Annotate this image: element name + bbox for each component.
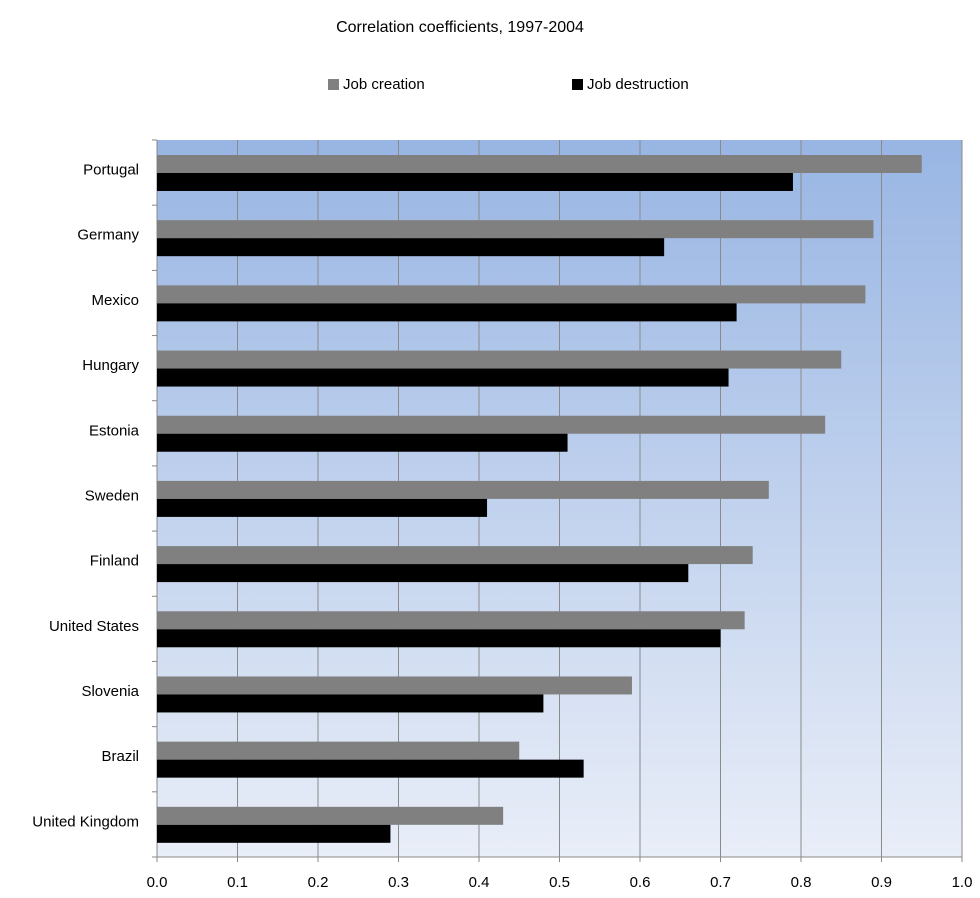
bar [157,759,584,778]
bar [157,611,745,630]
bar [157,824,391,843]
bar [157,806,504,825]
bar [157,629,721,648]
bar [157,498,488,517]
bar [157,350,842,369]
bar [157,741,520,760]
y-tick-label: Germany [77,227,139,244]
y-tick-label: Sweden [85,487,139,504]
x-tick-label: 0.7 [710,874,731,891]
bar [157,676,632,695]
y-tick-label: Hungary [82,357,139,374]
bar [157,415,826,434]
legend-swatch [572,79,583,90]
x-tick-label: 0.9 [871,874,892,891]
bar [157,433,568,452]
x-tick-label: 0.0 [147,874,168,891]
y-tick-label: Portugal [83,162,139,179]
y-tick-label: Finland [90,553,139,570]
legend-label: Job destruction [587,76,689,93]
x-tick-label: 0.5 [549,874,570,891]
x-tick-label: 0.1 [227,874,248,891]
x-tick-label: 0.8 [791,874,812,891]
y-tick-label: United Kingdom [32,813,139,830]
bar [157,546,753,565]
bar [157,303,737,322]
chart-title: Correlation coefficients, 1997-2004 [336,19,584,36]
bar [157,480,769,499]
y-tick-label: Slovenia [81,683,139,700]
y-tick-label: Mexico [91,292,139,309]
bar [157,285,866,304]
x-tick-label: 0.3 [388,874,409,891]
x-tick-label: 0.6 [630,874,651,891]
y-tick-label: Brazil [101,748,139,765]
legend-label: Job creation [343,76,425,93]
x-tick-label: 0.4 [469,874,490,891]
bar [157,368,729,387]
y-tick-label: United States [49,618,139,635]
bar [157,173,793,191]
bar [157,238,665,257]
bar [157,564,689,583]
x-tick-label: 0.2 [308,874,329,891]
y-tick-label: Estonia [89,422,140,439]
x-tick-label: 1.0 [952,874,973,891]
bar [157,694,544,713]
bar [157,155,922,173]
bar [157,220,874,239]
legend-swatch [328,79,339,90]
